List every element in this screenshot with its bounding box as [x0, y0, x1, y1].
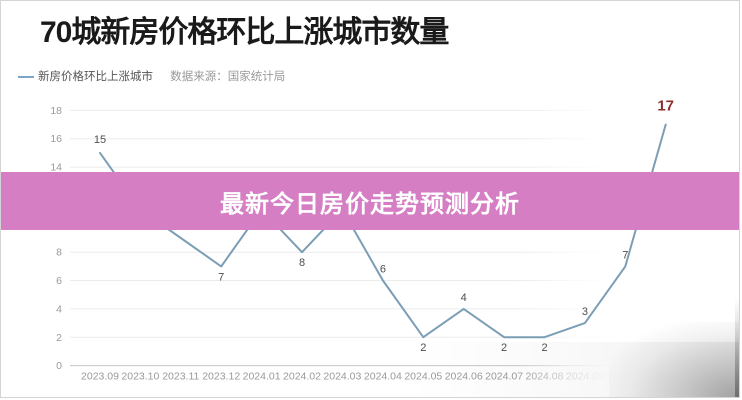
- svg-text:2: 2: [501, 342, 507, 354]
- svg-text:15: 15: [94, 134, 106, 146]
- svg-text:3: 3: [582, 306, 588, 318]
- svg-text:2: 2: [541, 342, 547, 354]
- svg-text:7: 7: [622, 249, 628, 261]
- svg-text:8: 8: [299, 257, 305, 269]
- svg-text:17: 17: [657, 98, 674, 115]
- svg-text:2: 2: [420, 342, 426, 354]
- svg-text:6: 6: [380, 264, 386, 276]
- svg-text:4: 4: [461, 292, 467, 304]
- svg-text:7: 7: [218, 271, 224, 283]
